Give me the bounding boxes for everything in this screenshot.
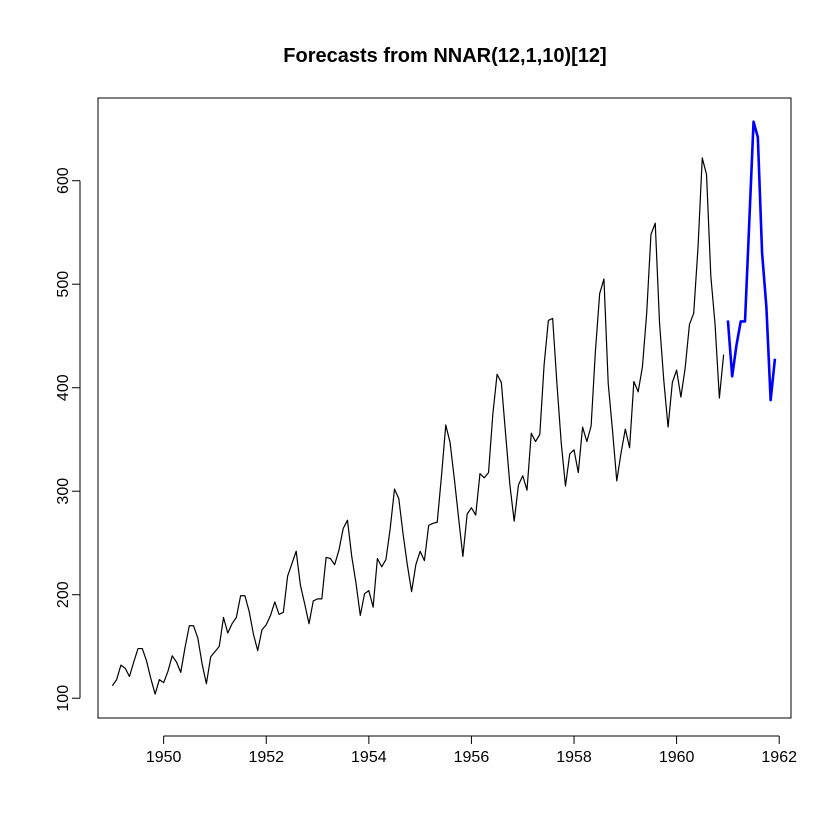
x-tick-label: 1952 — [248, 749, 284, 766]
y-tick-label: 300 — [55, 478, 72, 505]
x-tick-label: 1954 — [351, 749, 387, 766]
x-tick-label: 1950 — [146, 749, 182, 766]
y-tick-label: 600 — [55, 167, 72, 194]
x-tick-label: 1956 — [454, 749, 490, 766]
x-axis: 1950 1952 1954 1956 1958 1960 1962 — [146, 735, 797, 766]
x-tick-label: 1960 — [659, 749, 695, 766]
x-tick-label: 1958 — [556, 749, 592, 766]
chart-title: Forecasts from NNAR(12,1,10)[12] — [283, 45, 606, 67]
plot-frame — [97, 97, 792, 719]
series-line-observed — [111, 157, 725, 695]
y-axis: 100 200 300 400 500 600 — [55, 167, 81, 712]
y-tick-label: 100 — [55, 685, 72, 712]
y-tick-label: 200 — [55, 581, 72, 608]
series-layer — [111, 120, 777, 695]
x-tick-label: 1962 — [761, 749, 797, 766]
series-line-forecast — [726, 120, 777, 402]
y-tick-label: 500 — [55, 271, 72, 298]
y-tick-label: 400 — [55, 374, 72, 401]
